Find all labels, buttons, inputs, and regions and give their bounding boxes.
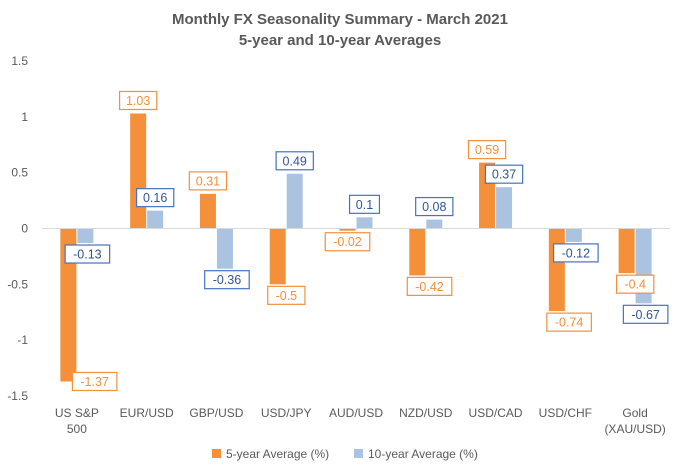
y-tick-label: 1.5 [11,54,28,68]
data-label-box-5yr [546,312,592,332]
legend-swatch-5yr [212,449,221,458]
data-label-box-5yr [406,276,453,296]
x-tick-label: AUD/USD [329,406,383,420]
legend-label-5yr: 5-year Average (%) [226,447,329,461]
data-label-10yr: -0.67 [631,308,660,322]
bar-10yr [147,210,164,229]
chart-title: Monthly FX Seasonality Summary - March 2… [172,11,508,28]
bar-10yr [565,228,582,242]
data-label-box-10yr [64,244,111,264]
bar-10yr [356,217,373,229]
y-tick-label: 1 [21,110,28,124]
bar-10yr [496,187,513,229]
bar-5yr [618,228,635,274]
y-axis: 1.5 1 0.5 0 -0.5 -1 -1.5 [7,54,28,403]
x-tick-label: (XAU/USD) [604,422,665,436]
data-label-box-10yr [135,188,175,208]
bar-10yr [216,228,233,269]
x-tick-label: 500 [67,422,87,436]
bar-5yr [60,228,77,382]
data-label-10yr: 0.1 [356,198,373,212]
bar-5yr [130,113,147,229]
bar-10yr [77,228,94,244]
y-tick-label: -0.5 [7,277,28,291]
y-tick-label: -1 [17,333,28,347]
data-label-10yr: 0.49 [283,154,307,168]
data-label-box-5yr [188,171,228,191]
data-label-5yr: -0.42 [415,280,444,294]
bar-10yr [286,173,303,229]
y-tick-label: -1.5 [7,389,28,403]
data-label-5yr: 0.59 [475,143,499,157]
data-labels-layer: -1.37 -0.13 1.03 0.16 0.31 -0.36 -0.5 0.49 -0.02… [64,90,669,392]
bar-5yr [339,228,356,231]
x-axis: US S&P 500 EUR/USD GBP/USD USD/JPY AUD/USD NZD… [55,406,666,436]
data-label-box-10yr [622,304,669,324]
x-tick-label: USD/CAD [469,406,523,420]
data-label-10yr: 0.08 [422,200,446,214]
data-label-box-10yr [348,194,381,214]
data-label-box-5yr [467,140,507,160]
legend-label-10yr: 10-year Average (%) [368,447,478,461]
data-label-5yr: -0.5 [276,289,298,303]
bar-5yr [409,228,426,276]
bars-layer [60,113,652,382]
data-label-box-5yr [118,90,158,111]
data-label-10yr: -0.13 [73,248,102,262]
data-label-box-10yr [552,243,599,263]
data-label-box-5yr [71,371,118,392]
data-label-box-10yr [484,164,524,184]
data-label-5yr: -0.4 [624,278,646,292]
data-label-5yr: -1.37 [80,375,109,389]
bar-10yr [426,219,443,229]
data-label-box-10yr [204,270,250,290]
data-label-box-5yr [324,232,371,252]
chart-subtitle: 5-year and 10-year Averages [239,32,441,49]
x-tick-label: US S&P [55,406,99,420]
x-tick-label: USD/JPY [261,406,312,420]
x-tick-label: USD/CHF [539,406,592,420]
bar-5yr [548,228,565,312]
legend-swatch-10yr [354,449,363,458]
data-label-box-10yr [415,196,454,217]
data-label-5yr: -0.74 [555,316,584,330]
data-label-10yr: 0.37 [492,168,516,182]
data-label-10yr: 0.16 [143,191,167,205]
data-label-box-5yr [616,274,655,294]
data-label-5yr: -0.02 [333,235,362,249]
y-tick-label: 0 [21,222,28,236]
bar-5yr [269,228,286,285]
bar-5yr [199,193,216,229]
x-tick-label: GBP/USD [189,406,243,420]
x-tick-label: NZD/USD [399,406,453,420]
data-label-10yr: -0.36 [213,273,242,287]
data-label-10yr: -0.12 [562,246,591,260]
data-label-5yr: 1.03 [126,94,150,108]
x-tick-label: Gold [622,406,647,420]
x-tick-label: EUR/USD [120,406,174,420]
y-tick-label: 0.5 [11,166,28,180]
data-label-5yr: 0.31 [196,174,220,188]
data-label-box-5yr [267,285,306,305]
data-label-box-10yr [275,151,314,171]
legend: 5-year Average (%) 10-year Average (%) [212,447,478,461]
